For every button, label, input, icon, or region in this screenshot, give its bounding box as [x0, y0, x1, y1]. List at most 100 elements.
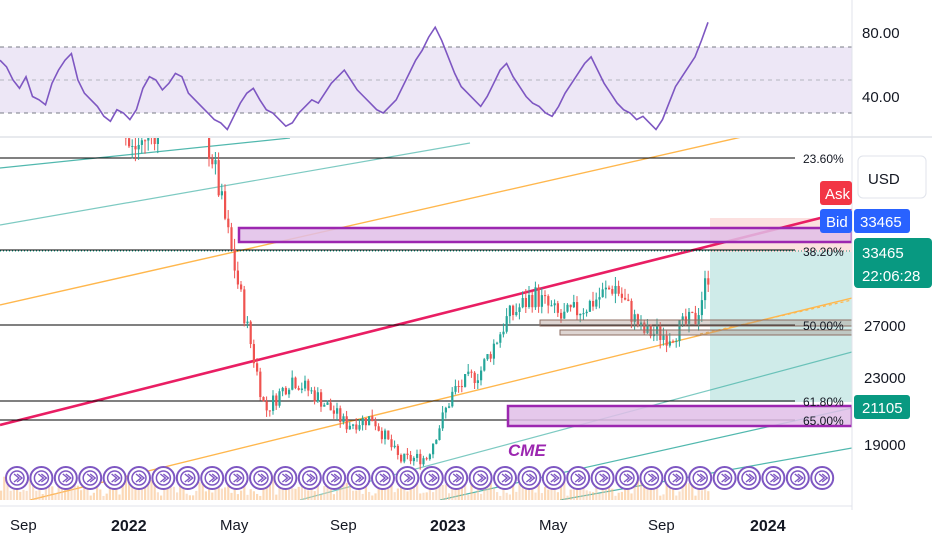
candle-body — [624, 297, 627, 300]
candle-body — [38, 21, 40, 45]
crypto-event-icon[interactable] — [468, 466, 493, 490]
volume-bar — [201, 475, 204, 500]
candle-body — [156, 138, 159, 144]
channel-orange-line-1 — [0, 138, 741, 306]
crypto-event-icon[interactable] — [78, 466, 103, 490]
crypto-event-icon[interactable] — [419, 466, 444, 490]
candle-body — [499, 334, 502, 343]
crypto-event-icon[interactable] — [273, 466, 298, 490]
candle-body — [236, 270, 239, 285]
crypto-event-icon[interactable] — [127, 466, 151, 490]
candle-body — [409, 454, 412, 462]
candle-body — [202, 116, 204, 119]
candle-body — [528, 294, 531, 308]
fib-label-65: 65.00% — [803, 414, 844, 428]
candle-body — [361, 418, 364, 426]
volume-bar — [697, 480, 700, 500]
volume-bar — [172, 486, 175, 500]
volume-bar — [230, 492, 233, 500]
crypto-event-icon[interactable] — [151, 466, 176, 490]
candle-body — [476, 380, 479, 384]
crypto-event-icon[interactable] — [297, 466, 322, 490]
crypto-event-icon[interactable] — [322, 466, 347, 490]
candle-body — [486, 354, 489, 360]
volume-bar — [195, 490, 198, 500]
volume-bar — [576, 485, 579, 500]
crypto-event-icon[interactable] — [566, 466, 591, 490]
volume-bar — [169, 487, 172, 500]
candle-body — [345, 416, 348, 430]
crypto-event-icon[interactable] — [444, 466, 469, 490]
volume-bar — [144, 483, 147, 500]
volume-bar — [108, 479, 111, 500]
volume-bar — [342, 478, 345, 500]
crypto-event-icon[interactable] — [102, 466, 127, 490]
volume-bar — [480, 493, 483, 500]
candle-body — [444, 407, 447, 413]
crypto-event-icon[interactable] — [712, 466, 737, 490]
crypto-event-icon[interactable] — [224, 466, 249, 490]
volume-bar — [467, 494, 470, 500]
candle-body — [278, 391, 281, 406]
crypto-event-icon[interactable] — [395, 466, 420, 490]
candle-body — [124, 138, 127, 139]
volume-bar — [636, 475, 639, 500]
crypto-event-icon[interactable] — [249, 466, 273, 490]
volume-bar — [227, 484, 230, 500]
last-price-tag — [854, 238, 932, 288]
crypto-event-icon[interactable] — [615, 466, 639, 490]
candle-body — [700, 300, 703, 316]
candle-body — [320, 392, 323, 407]
volume-bar — [585, 490, 588, 500]
volume-bar — [416, 482, 419, 500]
volume-bar — [361, 493, 364, 500]
crypto-event-icon[interactable] — [688, 466, 713, 490]
volume-bar — [176, 492, 179, 500]
crypto-event-icon[interactable] — [590, 466, 615, 490]
volume-bar — [345, 483, 348, 500]
volume-bar — [499, 495, 502, 500]
candle-body — [566, 304, 569, 312]
crypto-event-icon[interactable] — [29, 466, 54, 490]
crypto-event-icon[interactable] — [737, 466, 761, 490]
volume-bar — [128, 476, 131, 500]
candle-body — [627, 299, 630, 301]
volume-bar — [348, 486, 351, 500]
crypto-event-icon[interactable] — [346, 466, 371, 490]
candle-body — [137, 144, 140, 150]
crypto-event-icon[interactable] — [53, 466, 78, 490]
candle-body — [252, 344, 255, 364]
crypto-event-icon[interactable] — [493, 466, 517, 490]
candle-body — [380, 430, 383, 440]
crypto-event-icon[interactable] — [810, 466, 835, 490]
volume-bar — [259, 495, 262, 500]
time-axis[interactable]: Sep 2022 May Sep 2023 May Sep 2024 — [0, 505, 852, 535]
volume-bar — [214, 480, 217, 500]
crypto-event-icon[interactable] — [517, 466, 542, 490]
crypto-event-icon[interactable] — [761, 466, 786, 490]
volume-bar — [371, 495, 374, 500]
crypto-event-icon[interactable] — [175, 466, 200, 490]
candle-body — [515, 311, 518, 316]
candle-body — [454, 386, 457, 392]
crypto-event-icon[interactable] — [663, 466, 688, 490]
crypto-event-icon[interactable] — [541, 466, 566, 490]
crypto-event-icon[interactable] — [785, 466, 810, 490]
crypto-event-icon[interactable] — [639, 466, 664, 490]
volume-bar — [73, 474, 76, 500]
volume-bar — [460, 480, 463, 500]
candle-body — [601, 289, 604, 298]
volume-bar — [521, 479, 524, 500]
crypto-event-icon[interactable] — [371, 466, 395, 490]
price-scale[interactable]: USD Ask Bid 33465 33465 22:06:28 27000 2… — [820, 0, 932, 510]
crypto-event-icon[interactable] — [200, 466, 225, 490]
currency-button[interactable] — [857, 155, 927, 199]
volume-bar — [611, 488, 614, 500]
volume-bar — [588, 491, 591, 500]
crypto-event-icon[interactable] — [5, 466, 29, 490]
candle-body — [432, 443, 435, 455]
volume-bar — [662, 494, 665, 500]
volume-bar — [51, 486, 54, 500]
volume-bar — [508, 494, 511, 500]
